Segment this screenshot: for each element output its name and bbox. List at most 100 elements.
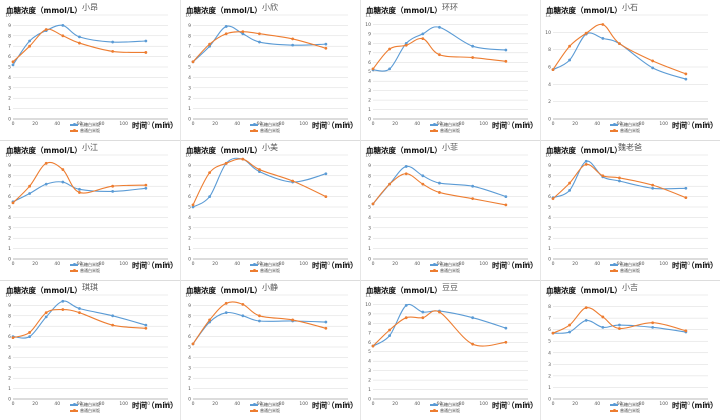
x-tick-label: 60: [437, 401, 443, 407]
y-tick-label: 6: [368, 60, 371, 66]
legend-swatch: [70, 269, 78, 272]
legend-swatch: [610, 123, 618, 126]
y-tick-label: 6: [8, 334, 11, 340]
x-tick-label: 120: [322, 401, 331, 407]
y-tick-label: 9: [188, 303, 191, 309]
y-axis-label: 血糖浓度（mmol/L）: [186, 286, 262, 295]
y-tick-label: 1: [8, 106, 11, 112]
data-point: [584, 162, 588, 166]
legend-label: 低糖白米饭: [620, 402, 640, 407]
x-tick-label: 120: [682, 121, 691, 127]
y-tick-label: 9: [548, 163, 551, 169]
data-point: [208, 171, 212, 175]
legend: 低糖白米饭 普通白米饭: [610, 402, 640, 414]
x-tick-label: 20: [572, 121, 578, 127]
legend-item: 普通白米饭: [430, 268, 460, 274]
legend-swatch: [610, 263, 618, 266]
y-tick-label: 3: [8, 225, 11, 231]
data-point: [421, 174, 425, 178]
data-point: [684, 77, 688, 81]
y-tick-label: 2: [368, 236, 371, 242]
y-tick-label: 7: [188, 324, 191, 330]
y-tick-label: 9: [368, 163, 371, 169]
y-tick-label: 7: [548, 184, 551, 190]
y-tick-label: 0: [368, 257, 371, 263]
y-tick-label: 1: [368, 246, 371, 252]
y-tick-label: 1: [188, 386, 191, 392]
data-point: [568, 323, 572, 327]
data-point: [651, 66, 655, 70]
y-tick-label: 6: [188, 54, 191, 60]
chart-panel: 0 2 4 6 8 10 12 0 20 40 60 80 100 120 140 小石 血糖浓度（mmol/L…: [540, 0, 720, 140]
data-point: [568, 181, 572, 185]
legend-item: 低糖白米饭: [610, 122, 640, 128]
data-point: [404, 304, 408, 307]
data-point: [44, 311, 48, 315]
x-tick-label: 60: [77, 401, 83, 407]
x-tick-label: 80: [639, 261, 645, 267]
x-axis-label: 时间（min）: [132, 261, 178, 270]
data-point: [224, 25, 228, 28]
y-tick-label: 4: [188, 355, 191, 361]
x-tick-label: 100: [659, 121, 668, 127]
y-tick-label: 7: [8, 324, 11, 330]
data-point: [438, 53, 441, 57]
legend-item: 低糖白米饭: [610, 262, 640, 268]
legend-swatch: [70, 403, 78, 406]
data-point: [438, 181, 441, 185]
legend-swatch: [610, 129, 618, 132]
legend-swatch: [70, 129, 78, 132]
data-point: [291, 37, 295, 41]
data-point: [651, 59, 655, 63]
data-point: [651, 186, 655, 190]
legend-item: 普通白米饭: [70, 268, 100, 274]
series-line: [12, 24, 146, 66]
legend-label: 低糖白米饭: [260, 122, 280, 127]
data-point: [44, 161, 48, 165]
legend: 低糖白米饭 普通白米饭: [250, 402, 280, 414]
y-axis-label: 血糖浓度（mmol/L）: [6, 146, 82, 155]
data-point: [421, 37, 425, 41]
data-point: [324, 320, 328, 324]
y-tick-label: 12: [545, 13, 551, 19]
y-tick-label: 10: [545, 30, 551, 36]
data-point: [601, 325, 605, 329]
y-tick-label: 2: [8, 96, 11, 102]
data-point: [504, 59, 508, 63]
legend-label: 普通白米饭: [80, 268, 100, 273]
legend-item: 普通白米饭: [610, 408, 640, 414]
y-tick-label: 4: [188, 75, 191, 81]
legend-swatch: [430, 409, 438, 412]
data-point: [11, 336, 15, 340]
line-chart: 0 1 2 3 4 5 6 7 8 9 10 11 0 20 40 60 80 100 120 140: [365, 13, 532, 128]
legend-item: 普通白米饭: [430, 128, 460, 134]
y-tick-label: 7: [368, 50, 371, 56]
x-tick-label: 140: [344, 401, 353, 407]
y-tick-label: 9: [548, 293, 551, 299]
y-tick-label: 2: [548, 99, 551, 105]
y-tick-label: 3: [188, 85, 191, 91]
y-tick-label: 0: [8, 117, 11, 123]
x-tick-label: 120: [142, 401, 151, 407]
x-tick-label: 20: [212, 401, 218, 407]
data-point: [224, 301, 228, 305]
chart-panel: 0 1 2 3 4 5 6 7 8 9 10 11 0 20 40 60 80 100 120 140 环环 血糖浓度（m…: [360, 0, 540, 140]
legend-swatch: [430, 269, 438, 272]
x-tick-label: 80: [99, 401, 105, 407]
legend: 低糖白米饭 普通白米饭: [610, 262, 640, 274]
data-point: [28, 44, 32, 48]
data-point: [241, 157, 245, 161]
data-point: [44, 315, 48, 319]
x-tick-label: 40: [54, 121, 60, 127]
data-point: [258, 32, 261, 36]
y-axis-label: 血糖浓度（mmol/L）: [6, 6, 82, 15]
legend-label: 低糖白米饭: [260, 402, 280, 407]
data-point: [291, 318, 295, 322]
y-tick-label: 6: [8, 194, 11, 200]
legend-swatch: [430, 263, 438, 266]
x-tick-label: 0: [552, 121, 555, 127]
